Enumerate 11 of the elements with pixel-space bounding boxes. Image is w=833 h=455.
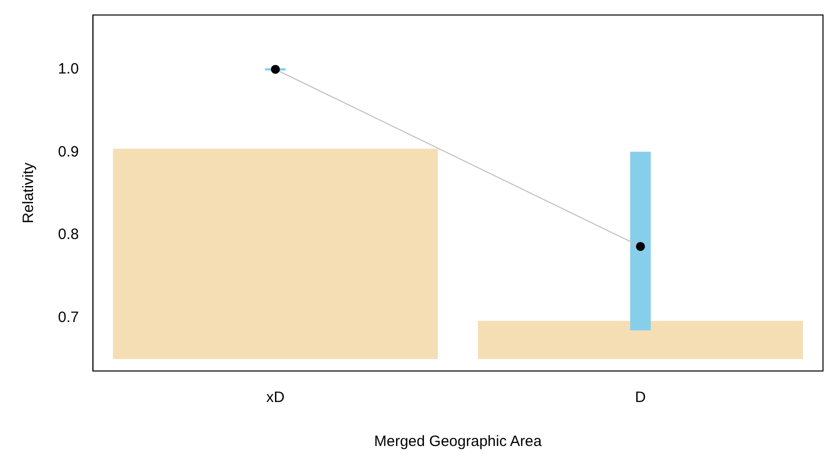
- x-axis-title: Merged Geographic Area: [374, 433, 542, 450]
- y-axis-title: Relativity: [20, 162, 38, 224]
- y-tick-label: 0.7: [58, 308, 79, 326]
- x-tick-label: xD: [266, 389, 285, 406]
- bar: [630, 152, 651, 330]
- y-tick-label: 0.8: [58, 226, 79, 244]
- x-tick-label: D: [635, 389, 646, 406]
- y-tick-label: 0.9: [58, 143, 79, 160]
- bar: [112, 148, 438, 359]
- bar: [478, 320, 803, 359]
- y-tick-label: 1.0: [58, 60, 79, 78]
